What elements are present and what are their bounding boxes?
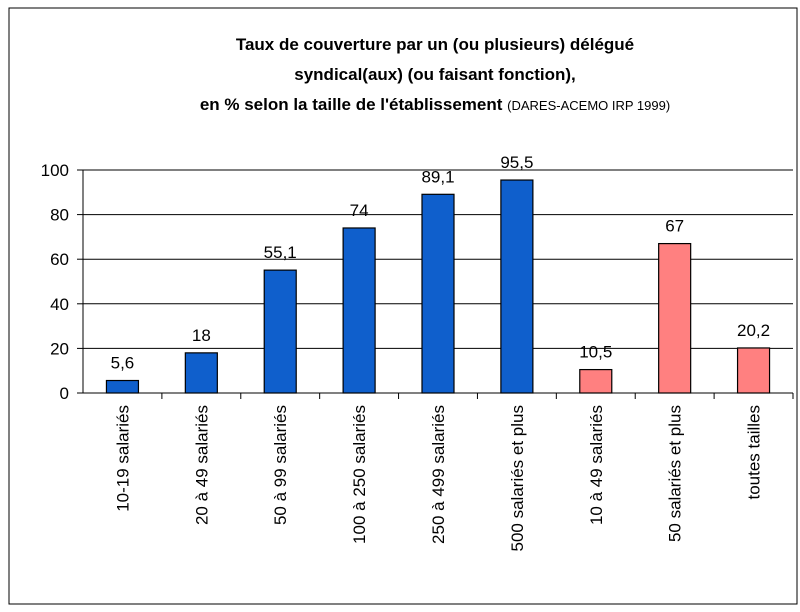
y-tick-label: 0 (60, 384, 69, 403)
chart-title: en % selon la taille de l'établissement … (200, 95, 670, 114)
x-tick-label: 20 à 49 salariés (192, 405, 211, 525)
value-label: 10,5 (579, 343, 612, 362)
value-label: 89,1 (421, 167, 454, 186)
y-tick-label: 40 (50, 295, 69, 314)
bar (184, 352, 218, 394)
x-tick-label: 100 à 250 salariés (350, 405, 369, 544)
value-label: 74 (350, 201, 369, 220)
value-label: 5,6 (111, 354, 135, 373)
y-tick-label: 80 (50, 206, 69, 225)
chart-title: Taux de couverture par un (ou plusieurs)… (236, 35, 634, 54)
value-label: 20,2 (737, 321, 770, 340)
bar (421, 193, 455, 394)
bar (579, 368, 613, 394)
bar (500, 179, 534, 394)
bar (736, 347, 771, 394)
x-tick-label: 10-19 salariés (113, 405, 132, 512)
bar (342, 227, 376, 394)
x-tick-label: 50 à 99 salariés (271, 405, 290, 525)
x-tick-label: 50 salariés et plus (666, 405, 685, 542)
chart-title: en % selon la taille de l'établissement (200, 95, 503, 114)
x-tick-label: toutes tailles (745, 405, 764, 500)
y-tick-label: 20 (50, 339, 69, 358)
x-tick-label: 10 à 49 salariés (587, 405, 606, 525)
value-label: 67 (665, 217, 684, 236)
x-tick-label: 250 à 499 salariés (429, 405, 448, 544)
bar (658, 242, 692, 394)
bar (105, 379, 140, 394)
chart-title: syndical(aux) (ou faisant fonction), (294, 65, 575, 84)
y-tick-label: 100 (41, 161, 69, 180)
value-label: 95,5 (500, 153, 533, 172)
bar (263, 269, 297, 394)
value-label: 18 (192, 326, 211, 345)
source: (DARES-ACEMO IRP 1999) (507, 98, 670, 113)
x-tick-label: 500 salariés et plus (508, 405, 527, 551)
value-label: 55,1 (264, 243, 297, 262)
y-tick-label: 60 (50, 250, 69, 269)
